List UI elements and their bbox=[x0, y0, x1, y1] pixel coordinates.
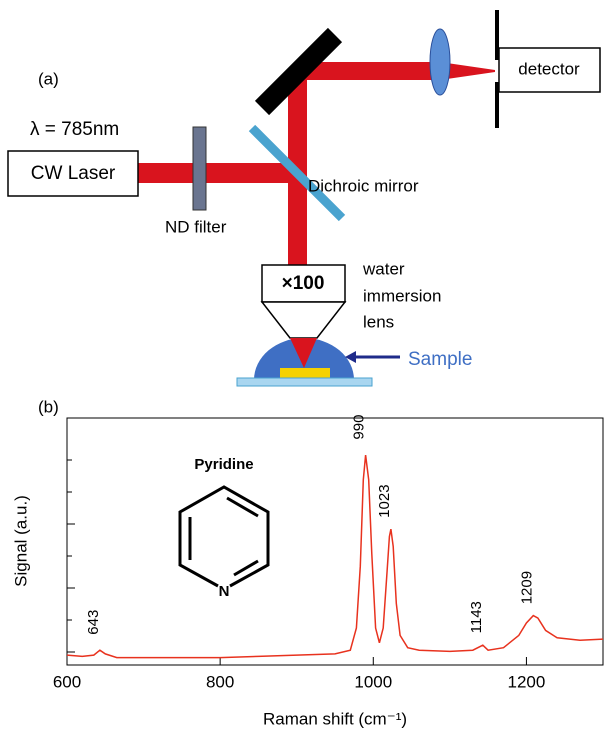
dichroic-label: Dichroic mirror bbox=[308, 176, 419, 195]
beam bbox=[138, 163, 306, 183]
objective-label: ×100 bbox=[282, 273, 325, 294]
peak-label: 990 bbox=[351, 415, 368, 440]
beam bbox=[300, 62, 495, 80]
laser-label: CW Laser bbox=[31, 163, 116, 184]
x-axis-label: Raman shift (cm⁻¹) bbox=[263, 709, 407, 728]
nd-label: ND filter bbox=[165, 217, 227, 236]
wavelength: λ = 785nm bbox=[30, 119, 119, 140]
x-tick-label: 600 bbox=[53, 672, 81, 691]
x-tick-label: 1000 bbox=[354, 672, 392, 691]
peak-label: 1209 bbox=[518, 571, 535, 604]
peak-label: 1143 bbox=[468, 601, 485, 633]
pyridine-structure bbox=[180, 487, 268, 586]
lens-label: immersion bbox=[363, 286, 441, 305]
atom-label: N bbox=[219, 583, 230, 600]
molecule-name: Pyridine bbox=[194, 456, 253, 473]
peak-label: 1023 bbox=[376, 484, 393, 517]
slide bbox=[237, 378, 372, 386]
y-minor-ticks bbox=[67, 460, 75, 652]
x-tick-label: 1200 bbox=[508, 672, 546, 691]
y-axis-label: Signal (a.u.) bbox=[11, 495, 30, 587]
lens-label: lens bbox=[363, 312, 394, 331]
sample-label: Sample bbox=[408, 349, 472, 370]
figure: (a) λ = 785nm CW Laser ND filter Dichroi… bbox=[0, 0, 605, 733]
objective-cone bbox=[262, 302, 345, 338]
detector-label: detector bbox=[518, 59, 580, 78]
spectrum bbox=[67, 455, 603, 657]
panel-label: (b) bbox=[38, 397, 59, 416]
lens-label: water bbox=[362, 259, 405, 278]
peak-label: 643 bbox=[85, 610, 102, 635]
x-tick-label: 800 bbox=[206, 672, 234, 691]
nd-filter bbox=[193, 127, 206, 210]
lens bbox=[430, 29, 450, 95]
panel-label: (a) bbox=[38, 69, 59, 88]
